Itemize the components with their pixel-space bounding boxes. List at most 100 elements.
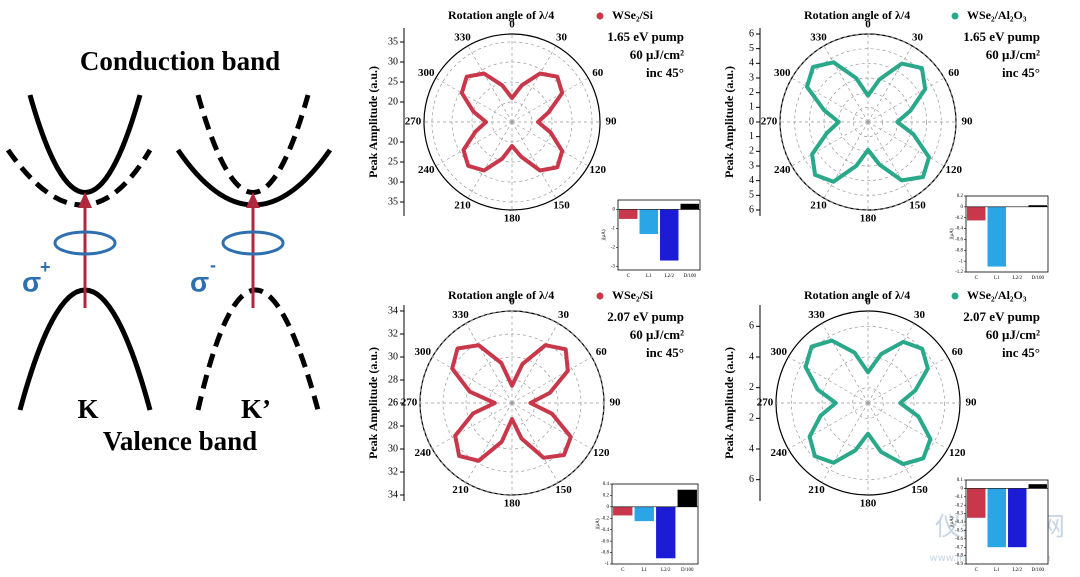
- y-tick-label: 4: [749, 443, 754, 454]
- grid-spoke: [511, 45, 557, 123]
- sigma-minus: -: [210, 255, 216, 275]
- legend-marker: [596, 12, 604, 20]
- angle-label: 150: [911, 484, 928, 496]
- y-tick-label: 0: [961, 205, 964, 210]
- y-tick-label: -0.8: [601, 551, 609, 556]
- angle-label: 150: [909, 200, 926, 212]
- conduction-band-k: [27, 94, 143, 195]
- y-tick-label: 0.1: [957, 478, 964, 483]
- y-tick-label: 26: [388, 397, 398, 408]
- conduction-label: Conduction band: [80, 46, 280, 76]
- angle-label: 30: [914, 309, 926, 321]
- y-axis-label: j(μA): [950, 516, 955, 528]
- grid-spoke: [791, 77, 869, 123]
- angle-label: 270: [757, 397, 774, 409]
- valence-band-kp: [195, 287, 321, 411]
- y-tick-label: 4: [749, 351, 754, 362]
- grid-spoke: [435, 77, 513, 123]
- angle-label: 300: [771, 346, 788, 358]
- angle-label: 240: [771, 447, 788, 459]
- y-axis-label: Peak Amplitude (a.u.): [366, 66, 380, 178]
- annotation: 60 μJ/cm²: [986, 47, 1040, 62]
- conduction-band-kp-dashed: [195, 94, 311, 195]
- y-tick-label: 28: [388, 420, 398, 431]
- legend-marker: [596, 292, 604, 300]
- y-axis-label: Peak Amplitude (a.u.): [366, 347, 380, 459]
- angle-label: 240: [774, 164, 791, 176]
- x-tick-label: L1: [994, 568, 1000, 573]
- grid-spoke: [867, 121, 913, 199]
- annotation: inc 45°: [1002, 345, 1040, 360]
- legend-marker: [951, 292, 959, 300]
- y-tick-label: -0.6: [955, 238, 963, 243]
- y-tick-label: 28: [388, 374, 398, 385]
- y-tick-label: 30: [388, 56, 398, 67]
- k-label: K: [77, 394, 98, 424]
- annotation: 1.65 eV pump: [607, 29, 684, 44]
- angle-label: 60: [592, 67, 604, 79]
- data-line: [459, 71, 565, 173]
- y-tick-label: 2: [749, 413, 754, 424]
- y-tick-label: 0.2: [957, 194, 964, 199]
- y-tick-label: 4: [749, 175, 754, 186]
- angle-label: 120: [589, 164, 606, 176]
- data-line: [805, 60, 931, 184]
- y-tick-label: 0: [961, 487, 964, 492]
- angle-label: 60: [952, 346, 964, 358]
- y-tick-label: -0.6: [955, 537, 963, 542]
- y-tick-label: 34: [388, 305, 398, 316]
- x-tick-label: D/100: [684, 274, 697, 279]
- angle-label: 180: [504, 213, 521, 225]
- angle-label: 60: [596, 346, 608, 358]
- angle-label: 270: [405, 116, 422, 128]
- y-tick-label: -0.2: [955, 216, 963, 221]
- legend-label: WSe₂/Al₂O₃: [967, 8, 1027, 22]
- angle-label: 180: [860, 498, 877, 510]
- x-tick-label: C: [621, 568, 625, 573]
- angle-label: 150: [555, 484, 572, 496]
- angle-label: 330: [452, 309, 469, 321]
- y-tick-label: -1: [605, 562, 610, 567]
- annotation: 2.07 eV pump: [963, 309, 1040, 324]
- angle-label: 0: [509, 296, 515, 308]
- angle-label: 90: [966, 397, 978, 409]
- legend-label: WSe₂/Si: [612, 8, 654, 22]
- bar: [634, 506, 654, 522]
- y-tick-label: 2: [749, 382, 754, 393]
- arrow-head: [246, 192, 260, 208]
- y-axis-label: j(μA): [596, 518, 601, 530]
- y-tick-label: -0.4: [955, 227, 963, 232]
- angle-label: 240: [415, 447, 432, 459]
- y-tick-label: 2: [749, 87, 754, 98]
- y-tick-label: 6: [749, 474, 754, 485]
- x-tick-label: D/100: [1032, 568, 1045, 573]
- sigma-plus: +: [40, 257, 51, 277]
- y-tick-label: 30: [388, 176, 398, 187]
- y-tick-label: -0.7: [955, 545, 963, 550]
- valence-label: Valence band: [103, 426, 257, 456]
- angle-label: 120: [945, 164, 962, 176]
- y-tick-label: 0: [749, 116, 754, 127]
- angle-label: 0: [865, 19, 871, 31]
- y-tick-label: 1: [749, 131, 754, 142]
- x-tick-label: C: [627, 274, 631, 279]
- angle-label: 150: [553, 200, 570, 212]
- angle-label: 30: [912, 32, 924, 44]
- annotation: 60 μJ/cm²: [986, 327, 1040, 342]
- data-line: [803, 338, 933, 467]
- grid-circle: [790, 325, 946, 481]
- y-tick-label: 25: [388, 156, 398, 167]
- annotation: inc 45°: [646, 65, 684, 80]
- grid-spoke: [823, 121, 869, 199]
- circular-polarization: [221, 230, 285, 256]
- y-tick-label: -2: [611, 245, 616, 250]
- annotation: 60 μJ/cm²: [630, 327, 684, 342]
- chart-title: Rotation angle of λ/4: [804, 8, 910, 22]
- data-line: [450, 343, 573, 463]
- angle-label: 210: [810, 200, 827, 212]
- x-tick-label: L1: [646, 274, 652, 279]
- y-tick-label: -1: [959, 259, 964, 264]
- y-tick-label: 4: [749, 58, 754, 69]
- angle-label: 300: [774, 67, 791, 79]
- x-tick-label: L1: [994, 276, 1000, 281]
